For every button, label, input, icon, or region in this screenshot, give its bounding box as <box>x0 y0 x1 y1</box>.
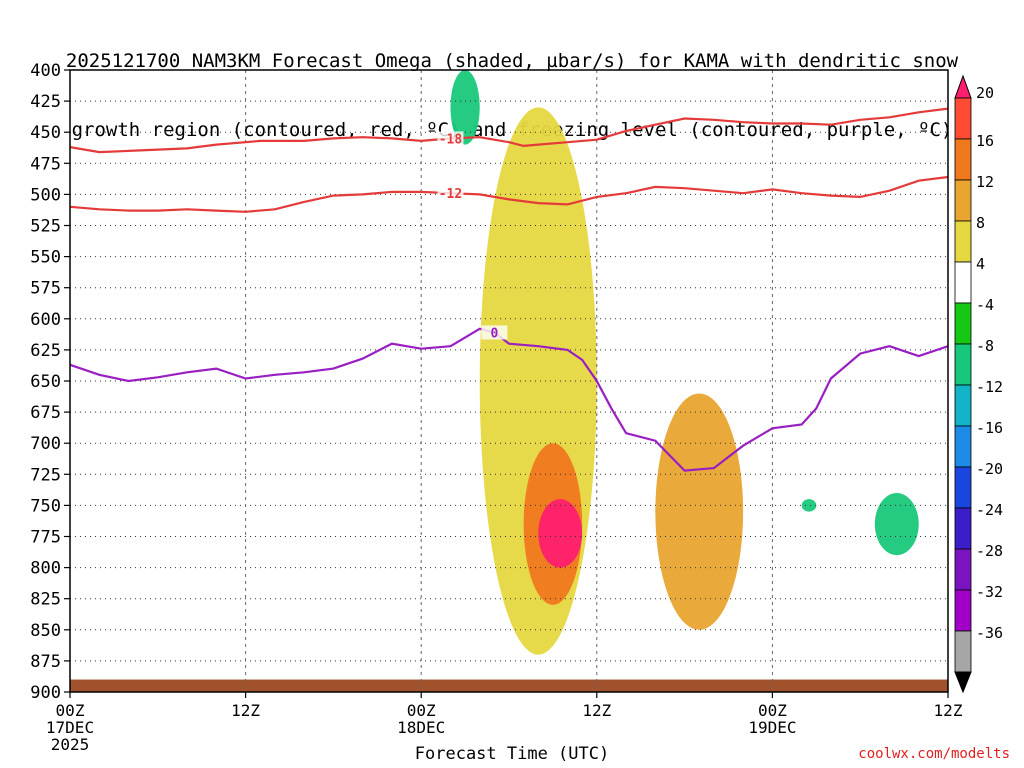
colorbar-label-13: -36 <box>976 624 1003 642</box>
y-tick-label-500: 500 <box>30 185 61 205</box>
x-tick-label-0-2: 2025 <box>51 735 90 754</box>
colorbar-segment-4 <box>954 261 972 304</box>
omega-region-6 <box>538 499 583 568</box>
x-tick-label-48-0: 00Z <box>758 701 787 720</box>
colorbar-label-11: -28 <box>976 542 1003 560</box>
colorbar-segment-8 <box>954 425 972 468</box>
contour-label-bg-2 <box>481 325 508 340</box>
colorbar-label-1: 16 <box>976 132 994 150</box>
colorbar-segment-5 <box>954 302 972 345</box>
contour-label-bg-0 <box>437 131 464 146</box>
colorbar-segment-9 <box>954 466 972 509</box>
colorbar-segment-10 <box>954 507 972 550</box>
contour-label-0: -18 <box>439 132 463 147</box>
x-axis-label: Forecast Time (UTC) <box>414 744 610 764</box>
terrain-fill <box>70 679 948 692</box>
x-tick-label-36-0: 12Z <box>582 701 611 720</box>
x-tick-label-60-0: 12Z <box>934 701 963 720</box>
omega-region-2 <box>874 492 919 556</box>
y-tick-label-475: 475 <box>30 154 61 174</box>
contour-line-0 <box>70 107 948 154</box>
y-tick-label-400: 400 <box>30 61 61 81</box>
colorbar-label-9: -20 <box>976 460 1003 478</box>
colorbar-segment-0 <box>954 97 972 140</box>
y-tick-label-875: 875 <box>30 652 61 672</box>
colorbar-label-0: 20 <box>976 84 994 102</box>
y-tick-label-550: 550 <box>30 248 61 268</box>
y-tick-label-675: 675 <box>30 403 61 423</box>
y-tick-label-775: 775 <box>30 528 61 548</box>
contour-line-2 <box>70 327 948 472</box>
omega-colorbar: 20 16 12 8 4 -4 -8 -12 -16 -20 -24 -28 -32 -36 <box>954 74 1003 694</box>
colorbar-top-arrow <box>954 74 972 99</box>
colorbar-label-8: -16 <box>976 419 1003 437</box>
source-credit: coolwx.com/modelts <box>858 746 1010 762</box>
y-tick-label-850: 850 <box>30 621 61 641</box>
omega-shading-layer <box>450 70 919 655</box>
y-tick-label-425: 425 <box>30 92 61 112</box>
colorbar-segment-13 <box>954 630 972 673</box>
colorbar-segment-6 <box>954 343 972 386</box>
colorbar-label-4: 4 <box>976 255 985 273</box>
contour-label-1: -12 <box>439 187 462 202</box>
colorbar-label-10: -24 <box>976 501 1003 519</box>
y-tick-label-625: 625 <box>30 341 61 361</box>
y-tick-label-600: 600 <box>30 310 61 330</box>
y-tick-label-650: 650 <box>30 372 61 392</box>
colorbar-label-3: 8 <box>976 214 985 232</box>
y-tick-label-750: 750 <box>30 496 61 516</box>
colorbar-label-2: 12 <box>976 173 994 191</box>
colorbar-segment-11 <box>954 548 972 591</box>
y-tick-label-700: 700 <box>30 434 61 454</box>
colorbar-segment-2 <box>954 179 972 222</box>
colorbar-label-6: -8 <box>976 337 994 355</box>
colorbar-segment-7 <box>954 384 972 427</box>
omega-region-0 <box>450 70 480 145</box>
omega-region-1 <box>801 499 817 512</box>
x-tick-label-12-0: 12Z <box>231 701 260 720</box>
x-tick-label-24-1: 18DEC <box>397 718 445 737</box>
colorbar-bottom-arrow <box>954 671 972 694</box>
colorbar-label-12: -32 <box>976 583 1003 601</box>
x-tick-label-48-1: 19DEC <box>748 718 796 737</box>
x-tick-label-0-0: 00Z <box>56 701 85 720</box>
y-tick-label-725: 725 <box>30 465 61 485</box>
colorbar-segment-3 <box>954 220 972 263</box>
omega-region-4 <box>655 393 744 630</box>
y-tick-label-450: 450 <box>30 123 61 143</box>
contour-label-bg-1 <box>437 186 464 201</box>
colorbar-segment-1 <box>954 138 972 181</box>
colorbar-segment-12 <box>954 589 972 632</box>
y-tick-label-575: 575 <box>30 279 61 299</box>
y-tick-label-525: 525 <box>30 217 61 237</box>
contour-line-1 <box>70 175 948 213</box>
x-tick-label-24-0: 00Z <box>407 701 436 720</box>
colorbar-label-5: -4 <box>976 296 994 314</box>
contour-label-2: 0 <box>490 326 498 341</box>
y-tick-label-900: 900 <box>30 683 61 703</box>
x-tick-label-0-1: 17DEC <box>46 718 94 737</box>
colorbar-label-7: -12 <box>976 378 1003 396</box>
y-tick-label-825: 825 <box>30 590 61 610</box>
title-line-1: 2025121700 NAM3KM Forecast Omega (shaded… <box>65 50 959 72</box>
y-tick-label-800: 800 <box>30 559 61 579</box>
